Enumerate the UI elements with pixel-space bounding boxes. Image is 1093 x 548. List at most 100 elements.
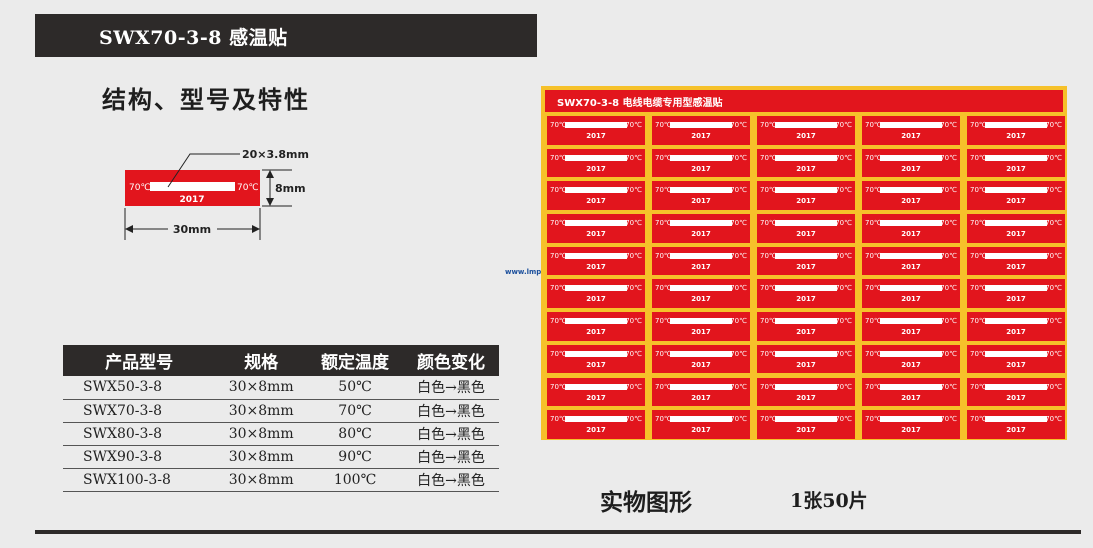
- label-left-temp: 70℃: [760, 219, 777, 228]
- label-right-temp: 70℃: [835, 415, 852, 424]
- sheet-label: 70℃ 70℃ 2017: [967, 279, 1065, 309]
- label-sheet: SWX70-3-8 电线电缆专用型感温贴 70℃ 70℃ 2017 70℃ 70℃ 201…: [541, 86, 1067, 440]
- cell-spec: 30×8mm: [215, 376, 308, 400]
- label-year: 2017: [1006, 262, 1026, 271]
- sheet-label: 70℃ 70℃ 2017: [547, 410, 645, 439]
- label-right-temp: 70℃: [730, 317, 747, 326]
- label-indicator-window: [880, 187, 942, 194]
- label-left-temp: 70℃: [655, 415, 672, 424]
- label-indicator-window: [985, 220, 1047, 227]
- label-left-temp: 70℃: [760, 382, 777, 391]
- label-indicator-window: [775, 350, 837, 357]
- cell-spec: 30×8mm: [215, 399, 308, 423]
- label-indicator-window: [670, 350, 732, 357]
- label-year: 2017: [1006, 197, 1026, 206]
- label-indicator-window: [985, 122, 1047, 128]
- table-row: SWX50-3-8 30×8mm 50℃ 白色→黑色: [63, 376, 499, 400]
- label-year: 2017: [796, 426, 816, 435]
- label-left-temp: 70℃: [970, 121, 987, 129]
- label-indicator-window: [670, 187, 732, 194]
- watermark: www.lmp2b.com: [505, 268, 571, 276]
- label-right-temp: 70℃: [940, 317, 957, 326]
- label-year: 2017: [691, 197, 711, 206]
- label-year: 2017: [691, 393, 711, 402]
- label-left-temp: 70℃: [760, 251, 777, 260]
- diagram-indicator-window: [150, 182, 235, 191]
- label-indicator-window: [775, 318, 837, 325]
- label-year: 2017: [796, 132, 816, 140]
- cell-model: SWX90-3-8: [63, 445, 216, 469]
- label-left-temp: 70℃: [655, 284, 672, 293]
- sheet-label: 70℃ 70℃ 2017: [547, 214, 645, 243]
- label-year: 2017: [1006, 132, 1026, 140]
- label-indicator-window: [775, 122, 837, 128]
- label-right-temp: 70℃: [940, 251, 957, 260]
- label-indicator-window: [670, 220, 732, 227]
- label-year: 2017: [796, 197, 816, 206]
- sheet-label: 70℃ 70℃ 2017: [652, 214, 750, 243]
- cell-spec: 30×8mm: [215, 422, 308, 446]
- sheet-label: 70℃ 70℃ 2017: [967, 181, 1065, 210]
- sheet-label: 70℃ 70℃ 2017: [757, 279, 855, 309]
- label-year: 2017: [691, 262, 711, 271]
- label-year: 2017: [586, 328, 606, 337]
- label-left-temp: 70℃: [865, 349, 882, 358]
- label-year: 2017: [901, 393, 921, 402]
- label-year: 2017: [1006, 426, 1026, 435]
- cell-color-change: 白色→黑色: [403, 399, 499, 423]
- label-indicator-window: [565, 220, 627, 227]
- label-indicator-window: [565, 122, 627, 128]
- label-right-temp: 70℃: [1045, 121, 1062, 129]
- label-right-temp: 70℃: [1045, 382, 1062, 391]
- sheet-label: 70℃ 70℃ 2017: [862, 410, 960, 439]
- width-arrow-right: [252, 225, 260, 233]
- label-left-temp: 70℃: [970, 415, 987, 424]
- label-indicator-window: [775, 187, 837, 194]
- label-left-temp: 70℃: [865, 317, 882, 326]
- label-year: 2017: [586, 262, 606, 271]
- label-indicator-window: [775, 285, 837, 292]
- label-left-temp: 70℃: [550, 251, 567, 260]
- cell-rated-temp: 70℃: [307, 399, 404, 423]
- label-indicator-window: [880, 252, 942, 259]
- label-indicator-window: [565, 252, 627, 259]
- label-right-temp: 70℃: [835, 121, 852, 129]
- sheet-label: 70℃ 70℃ 2017: [652, 312, 750, 341]
- label-diagram: 70℃ 70℃ 2017 20×3.8mm 8mm 30mm: [124, 148, 309, 240]
- sheet-header: SWX70-3-8 电线电缆专用型感温贴: [545, 90, 1063, 112]
- table-row: SWX70-3-8 30×8mm 70℃ 白色→黑色: [63, 399, 499, 423]
- label-indicator-window: [775, 252, 837, 259]
- label-year: 2017: [796, 328, 816, 337]
- sheet-label: 70℃ 70℃ 2017: [862, 116, 960, 145]
- label-year: 2017: [586, 360, 606, 369]
- size-label: 20×3.8mm: [242, 148, 309, 161]
- label-indicator-window: [565, 383, 627, 390]
- label-left-temp: 70℃: [550, 186, 567, 195]
- label-right-temp: 70℃: [940, 349, 957, 358]
- label-year: 2017: [691, 426, 711, 435]
- label-right-temp: 70℃: [940, 284, 957, 293]
- label-right-temp: 70℃: [1045, 186, 1062, 195]
- sheet-label: 70℃ 70℃ 2017: [652, 148, 750, 178]
- sheet-label: 70℃ 70℃ 2017: [757, 312, 855, 341]
- label-right-temp: 70℃: [835, 382, 852, 391]
- label-right-temp: 70℃: [835, 153, 852, 162]
- label-indicator-window: [670, 318, 732, 325]
- height-label: 8mm: [275, 182, 306, 195]
- label-left-temp: 70℃: [970, 251, 987, 260]
- sheet-label: 70℃ 70℃ 2017: [652, 246, 750, 276]
- label-indicator-window: [985, 285, 1047, 292]
- header-spec: 规格: [215, 345, 308, 376]
- label-right-temp: 70℃: [730, 284, 747, 293]
- label-year: 2017: [586, 164, 606, 173]
- label-left-temp: 70℃: [550, 382, 567, 391]
- label-right-temp: 70℃: [730, 415, 747, 424]
- label-year: 2017: [691, 360, 711, 369]
- sheet-label: 70℃ 70℃ 2017: [757, 377, 855, 407]
- label-left-temp: 70℃: [760, 349, 777, 358]
- label-right-temp: 70℃: [625, 382, 642, 391]
- label-right-temp: 70℃: [1045, 349, 1062, 358]
- label-year: 2017: [1006, 230, 1026, 239]
- label-right-temp: 70℃: [625, 186, 642, 195]
- cell-rated-temp: 100℃: [307, 468, 404, 492]
